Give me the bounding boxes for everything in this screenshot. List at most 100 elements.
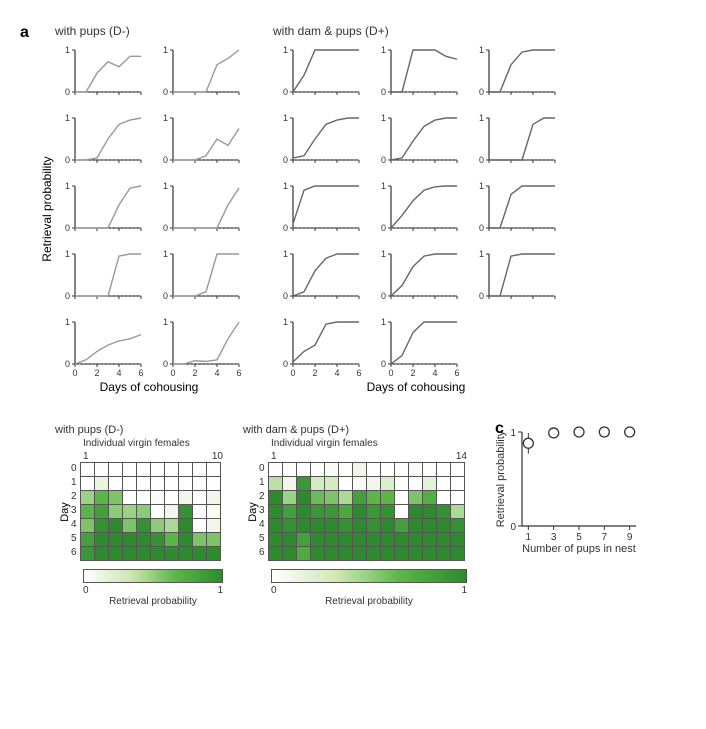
svg-text:4: 4 [116,368,121,378]
svg-text:1: 1 [479,45,484,55]
heatmap-cell [297,519,311,533]
heatmap-cell [409,477,423,491]
heatmap-cell [207,547,221,561]
svg-text:1: 1 [65,317,70,327]
heatmap-cell [423,505,437,519]
heatmap-cell [339,533,353,547]
heatmap-cell [381,533,395,547]
small-chart: 01 [153,112,243,174]
heatmap-cell [81,547,95,561]
svg-text:1: 1 [381,113,386,123]
svg-text:1: 1 [283,113,288,123]
heatmap-cell [311,547,325,561]
heatmap-title: with dam & pups (D+) [243,424,467,436]
heatmap-cell [409,547,423,561]
heatmap-cell [423,477,437,491]
heatmap-cell [297,463,311,477]
heatmap-cell [409,505,423,519]
svg-text:1: 1 [163,45,168,55]
heatmap-cell [95,533,109,547]
heatmap-cell [409,519,423,533]
heatmap-cell [109,533,123,547]
svg-text:0: 0 [381,359,386,369]
heatmap-cell [423,463,437,477]
small-chart: 024601 [273,316,363,378]
small-chart: 024601 [371,316,461,378]
heatmap-cell [165,519,179,533]
heatmap-subtitle: Individual virgin females [83,438,223,449]
heatmap-cell [179,463,193,477]
small-chart: 01 [153,180,243,242]
heatmap-cell [137,491,151,505]
heatmap-cell [81,477,95,491]
svg-text:1: 1 [381,181,386,191]
svg-text:6: 6 [236,368,241,378]
panel-a: Retrieval probability with pups (D-)0101… [55,24,686,394]
heatmap-cell [179,533,193,547]
panel-c: 0113579Retrieval probabilityNumber of pu… [492,424,642,607]
heatmap-cell [95,547,109,561]
heatmap-cell [269,547,283,561]
svg-text:2: 2 [192,368,197,378]
heatmap-cell [311,519,325,533]
panel-a-group-d-plus: with dam & pups (D+)01010101010101010101… [273,24,559,394]
heatmap-cell [311,505,325,519]
svg-text:0: 0 [283,155,288,165]
heatmap-cell [269,505,283,519]
svg-text:0: 0 [479,223,484,233]
svg-text:0: 0 [510,522,516,533]
group-title: with pups (D-) [55,24,243,38]
svg-text:0: 0 [283,359,288,369]
heatmap-cell [81,519,95,533]
small-chart: 01 [371,112,461,174]
heatmap-cell [137,533,151,547]
heatmap-cell [423,519,437,533]
heatmap-cell [165,505,179,519]
svg-text:0: 0 [72,368,77,378]
svg-text:4: 4 [214,368,219,378]
svg-text:1: 1 [163,317,168,327]
heatmap-cell [381,491,395,505]
heatmap-cell [311,491,325,505]
svg-text:6: 6 [356,368,361,378]
heatmap-cell [95,491,109,505]
svg-text:0: 0 [290,368,295,378]
svg-text:2: 2 [312,368,317,378]
svg-text:0: 0 [381,223,386,233]
heatmap-cell [437,505,451,519]
heatmap-cell [353,491,367,505]
group-title: with dam & pups (D+) [273,24,559,38]
heatmap-cell [367,519,381,533]
heatmap-cell [423,547,437,561]
heatmap-cell [367,533,381,547]
heatmap-cell [269,519,283,533]
heatmap-cell [81,533,95,547]
heatmap-cell [207,463,221,477]
small-chart: 01 [273,180,363,242]
heatmap-cell [311,533,325,547]
heatmap-cell [297,477,311,491]
svg-text:1: 1 [163,113,168,123]
heatmap-cell [151,519,165,533]
heatmap-cell [367,463,381,477]
heatmap-day-label: Day [247,502,259,522]
heatmap-cell [283,505,297,519]
colorbar-label: Retrieval probability [271,596,467,607]
heatmap-cell [437,547,451,561]
heatmap-cell [437,463,451,477]
heatmap-cell [395,477,409,491]
heatmap-cell [339,519,353,533]
heatmap-cell [311,463,325,477]
heatmap-cell [109,505,123,519]
panel-c-chart: 0113579Retrieval probabilityNumber of pu… [492,424,642,554]
small-chart: 024601 [153,316,243,378]
svg-text:Retrieval probability: Retrieval probability [495,430,507,527]
svg-text:0: 0 [479,291,484,301]
heatmap-cell [283,491,297,505]
svg-text:1: 1 [65,181,70,191]
heatmap-cell [367,477,381,491]
heatmap-cell [269,533,283,547]
heatmap-cell [311,477,325,491]
svg-text:1: 1 [283,45,288,55]
heatmap-cell [283,463,297,477]
